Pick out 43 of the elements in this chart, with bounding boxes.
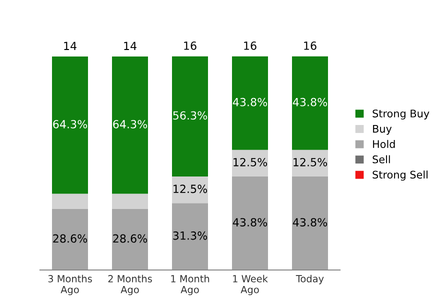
- data-label: 28.6%: [53, 234, 88, 243]
- bar: [172, 203, 208, 270]
- data-label: 12.5%: [174, 184, 208, 194]
- bar: [112, 194, 148, 209]
- data-label: 43.8%: [232, 218, 268, 226]
- data-label: 43.8%: [292, 98, 328, 106]
- bar: [172, 56, 208, 177]
- bar: [52, 56, 88, 194]
- data-label: 64.3%: [113, 120, 148, 128]
- data-label: 64.3%: [53, 120, 88, 128]
- text: 16: [304, 42, 316, 50]
- bar: [232, 176, 268, 270]
- legend-label: Strong Sell: [372, 170, 428, 181]
- data-label: 56.3%: [173, 111, 208, 120]
- text: 14: [64, 42, 76, 50]
- bar: [232, 150, 268, 177]
- text: 14: [124, 42, 136, 50]
- data-label: 12.5%: [294, 158, 328, 166]
- x-tick-label: 2 Months Ago: [108, 274, 152, 296]
- legend-label: Strong Buy: [372, 110, 430, 120]
- x-tick-label: Today: [296, 274, 324, 284]
- data-label: 12.5%: [234, 158, 268, 166]
- bar: [112, 208, 148, 270]
- x-tick-label: 1 Month Ago: [171, 274, 210, 296]
- bar: [292, 150, 328, 177]
- bar: [52, 208, 88, 270]
- data-label: 28.6%: [113, 234, 148, 243]
- bar: [292, 56, 328, 150]
- bar: [112, 56, 148, 194]
- x-tick-label: 1 Week Ago: [233, 274, 268, 296]
- data-label: 43.8%: [292, 218, 328, 226]
- legend-label: Hold: [373, 140, 395, 148]
- data-label: 43.8%: [232, 98, 268, 106]
- bar: [52, 194, 88, 209]
- bar: [172, 176, 208, 204]
- legend-label: Sell: [372, 155, 390, 164]
- bar: [292, 176, 328, 270]
- text: 16: [244, 42, 256, 50]
- data-label: 31.3%: [173, 231, 208, 240]
- x-tick-label: 3 Months Ago: [48, 274, 92, 296]
- legend-label: Buy: [373, 124, 392, 135]
- text: 16: [184, 42, 196, 50]
- bar: [232, 56, 268, 150]
